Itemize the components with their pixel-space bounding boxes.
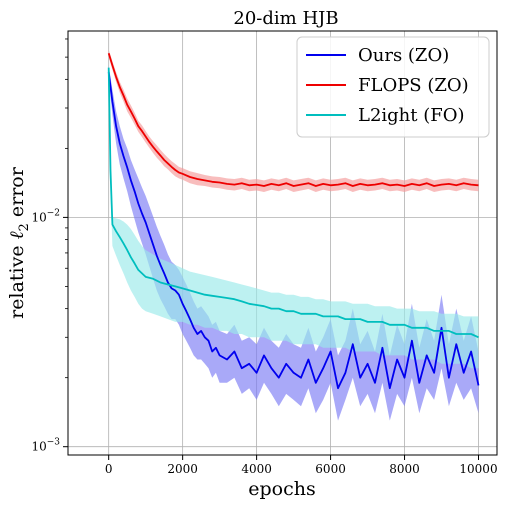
y-tick-label-exponent: −3 <box>47 438 61 448</box>
series-line-2 <box>107 67 479 339</box>
y-tick-label-exponent: −2 <box>47 208 60 218</box>
y-tick-label-base: 10 <box>31 210 46 224</box>
y-axis-label-symbol: ℓ <box>6 231 28 239</box>
x-tick-label: 4000 <box>241 462 272 476</box>
legend-label-2: L2ight (FO) <box>358 105 465 126</box>
legend: Ours (ZO) FLOPS (ZO) L2ight (FO) <box>296 36 490 138</box>
series-line-1 <box>107 52 479 187</box>
x-tick-label: 2000 <box>167 462 198 476</box>
y-axis-label: relative ℓ2 error <box>6 166 32 319</box>
x-tick-label: 8000 <box>389 462 420 476</box>
x-axis-label: epochs <box>248 478 315 500</box>
chart-title: 20-dim HJB <box>233 8 338 29</box>
y-tick-label: 10−3 <box>31 438 60 454</box>
y-axis-label-prefix: relative <box>6 239 28 318</box>
x-tick-label: 6000 <box>315 462 346 476</box>
y-tick-label-base: 10 <box>31 440 46 454</box>
plot-frame <box>67 30 498 456</box>
x-tick-label: 10000 <box>459 462 497 476</box>
y-tick-label: 10−2 <box>31 208 60 224</box>
y-axis-ticks: 10−310−2 <box>31 38 68 454</box>
series-lines <box>107 52 480 390</box>
legend-label-0: Ours (ZO) <box>358 45 449 66</box>
y-axis-label-suffix: error <box>6 166 28 223</box>
y-axis-label-subscript: 2 <box>17 223 32 231</box>
legend-box <box>296 36 490 138</box>
legend-label-1: FLOPS (ZO) <box>358 75 469 96</box>
series-band-2 <box>108 63 479 369</box>
x-axis-ticks: 0 2000 4000 6000 8000 10000 <box>105 455 498 476</box>
x-tick-label: 0 <box>105 462 113 476</box>
series-line-0 <box>107 71 480 390</box>
